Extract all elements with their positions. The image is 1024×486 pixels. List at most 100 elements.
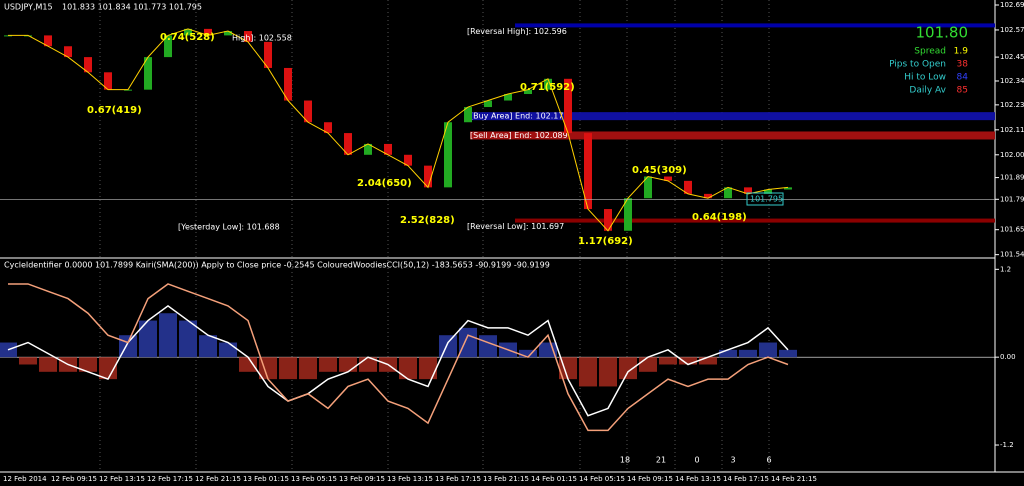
info-label: Hi to Low bbox=[904, 73, 946, 83]
candle bbox=[364, 143, 372, 155]
candle bbox=[44, 35, 52, 47]
x-tick-label: 12 Feb 21:15 bbox=[195, 475, 241, 483]
candle bbox=[544, 78, 552, 90]
indicator-title: CycleIdentifier 0.0000 101.7899 Kairi(SM… bbox=[4, 261, 550, 270]
histogram-bar bbox=[719, 349, 737, 358]
info-value: 85 bbox=[957, 86, 968, 96]
y-tick-label: 1.2 bbox=[1000, 265, 1011, 273]
histogram-bar bbox=[619, 357, 637, 380]
histogram-bar bbox=[519, 349, 537, 358]
candle bbox=[464, 107, 472, 123]
histogram-bar bbox=[79, 357, 97, 372]
candle bbox=[164, 35, 172, 58]
note-box bbox=[746, 192, 784, 206]
symbol: USDJPY,M15 bbox=[4, 3, 53, 12]
histogram-bar bbox=[479, 335, 497, 358]
swing-label: 0.64(198) bbox=[692, 212, 747, 223]
histogram-bar bbox=[199, 335, 217, 358]
x-tick-label: 13 Feb 05:15 bbox=[291, 475, 337, 483]
y-tick-label: 102.340 bbox=[1000, 77, 1024, 85]
x-tick-label: 13 Feb 17:15 bbox=[435, 475, 481, 483]
candle bbox=[84, 57, 92, 73]
histogram-bar bbox=[299, 357, 317, 380]
candle bbox=[444, 122, 452, 188]
histogram-bar bbox=[419, 357, 437, 380]
y-tick-label: 101.895 bbox=[1000, 174, 1024, 182]
note: High]: 102.558 bbox=[232, 34, 292, 43]
info-label: Daily Av bbox=[909, 86, 946, 96]
histogram-bar bbox=[99, 357, 117, 380]
x-tick-label: 13 Feb 13:15 bbox=[387, 475, 433, 483]
histogram-bar bbox=[19, 357, 37, 365]
candle bbox=[644, 176, 652, 199]
note: 101.795 bbox=[750, 195, 783, 204]
candle bbox=[64, 46, 72, 58]
histogram-bar bbox=[339, 357, 357, 372]
y-tick-label: 101.655 bbox=[1000, 226, 1024, 234]
zone-label: [Buy Area] End: 102.178 bbox=[470, 112, 569, 121]
level bbox=[515, 23, 995, 28]
y-tick-label: 0.00 bbox=[1000, 353, 1016, 361]
candle bbox=[144, 57, 152, 90]
candle bbox=[244, 31, 252, 42]
histogram-bar bbox=[179, 320, 197, 358]
histogram-bar bbox=[139, 320, 157, 358]
candle bbox=[104, 72, 112, 90]
indicator-line bbox=[8, 283, 789, 432]
histogram-bar bbox=[759, 342, 777, 358]
candle bbox=[284, 67, 292, 101]
info-value: 1.9 bbox=[954, 47, 969, 57]
histogram-bar bbox=[159, 313, 177, 358]
swing-label: 0.67(419) bbox=[87, 105, 142, 116]
hour-label: 18 bbox=[620, 456, 630, 465]
candle bbox=[344, 133, 352, 155]
swing-label: 1.17(692) bbox=[578, 236, 633, 247]
swing-label: 0.71(592) bbox=[520, 82, 575, 93]
y-tick-label: 101.795 bbox=[1000, 195, 1024, 203]
histogram-bar bbox=[459, 327, 477, 358]
candle bbox=[784, 187, 792, 190]
histogram-bar bbox=[399, 357, 417, 380]
x-tick-label: 14 Feb 13:15 bbox=[675, 475, 721, 483]
swing-label: 0.45(309) bbox=[632, 165, 687, 176]
y-tick-label: 102.575 bbox=[1000, 26, 1024, 34]
y-tick-label: 102.000 bbox=[1000, 151, 1024, 159]
histogram-bar bbox=[279, 357, 297, 380]
histogram-bar bbox=[39, 357, 57, 372]
candle bbox=[624, 198, 632, 231]
x-tick-label: 14 Feb 21:15 bbox=[771, 475, 817, 483]
y-tick-label: -1.2 bbox=[1000, 441, 1014, 449]
candle bbox=[664, 176, 672, 181]
hour-label: 0 bbox=[694, 456, 699, 465]
info-price: 101.80 bbox=[916, 24, 969, 42]
y-tick-label: 102.690 bbox=[1000, 1, 1024, 9]
zone-label: [Sell Area] End: 102.089 bbox=[470, 131, 568, 140]
y-tick-label: 102.230 bbox=[1000, 101, 1024, 109]
candle bbox=[684, 180, 692, 194]
level bbox=[515, 218, 995, 223]
candle bbox=[504, 94, 512, 101]
info-label: Spread bbox=[914, 47, 946, 57]
y-tick-label: 102.450 bbox=[1000, 53, 1024, 61]
candle bbox=[744, 187, 752, 194]
candle bbox=[324, 122, 332, 134]
x-tick-label: 14 Feb 01:15 bbox=[531, 475, 577, 483]
candle bbox=[384, 143, 392, 155]
x-tick-label: 13 Feb 01:15 bbox=[243, 475, 289, 483]
hour-label: 6 bbox=[766, 456, 771, 465]
x-tick-label: 12 Feb 2014 bbox=[3, 475, 47, 483]
histogram-bar bbox=[439, 335, 457, 358]
x-tick-label: 14 Feb 09:15 bbox=[627, 475, 673, 483]
candle bbox=[584, 133, 592, 210]
candle bbox=[724, 187, 732, 199]
x-tick-label: 12 Feb 13:15 bbox=[99, 475, 145, 483]
histogram-bar bbox=[639, 357, 657, 372]
level-label: [Reversal High]: 102.596 bbox=[467, 27, 567, 36]
candle bbox=[524, 89, 532, 95]
info-label: Pips to Open bbox=[889, 60, 946, 70]
histogram-bar bbox=[219, 342, 237, 358]
x-tick-label: 13 Feb 21:15 bbox=[483, 475, 529, 483]
x-tick-label: 12 Feb 17:15 bbox=[147, 475, 193, 483]
